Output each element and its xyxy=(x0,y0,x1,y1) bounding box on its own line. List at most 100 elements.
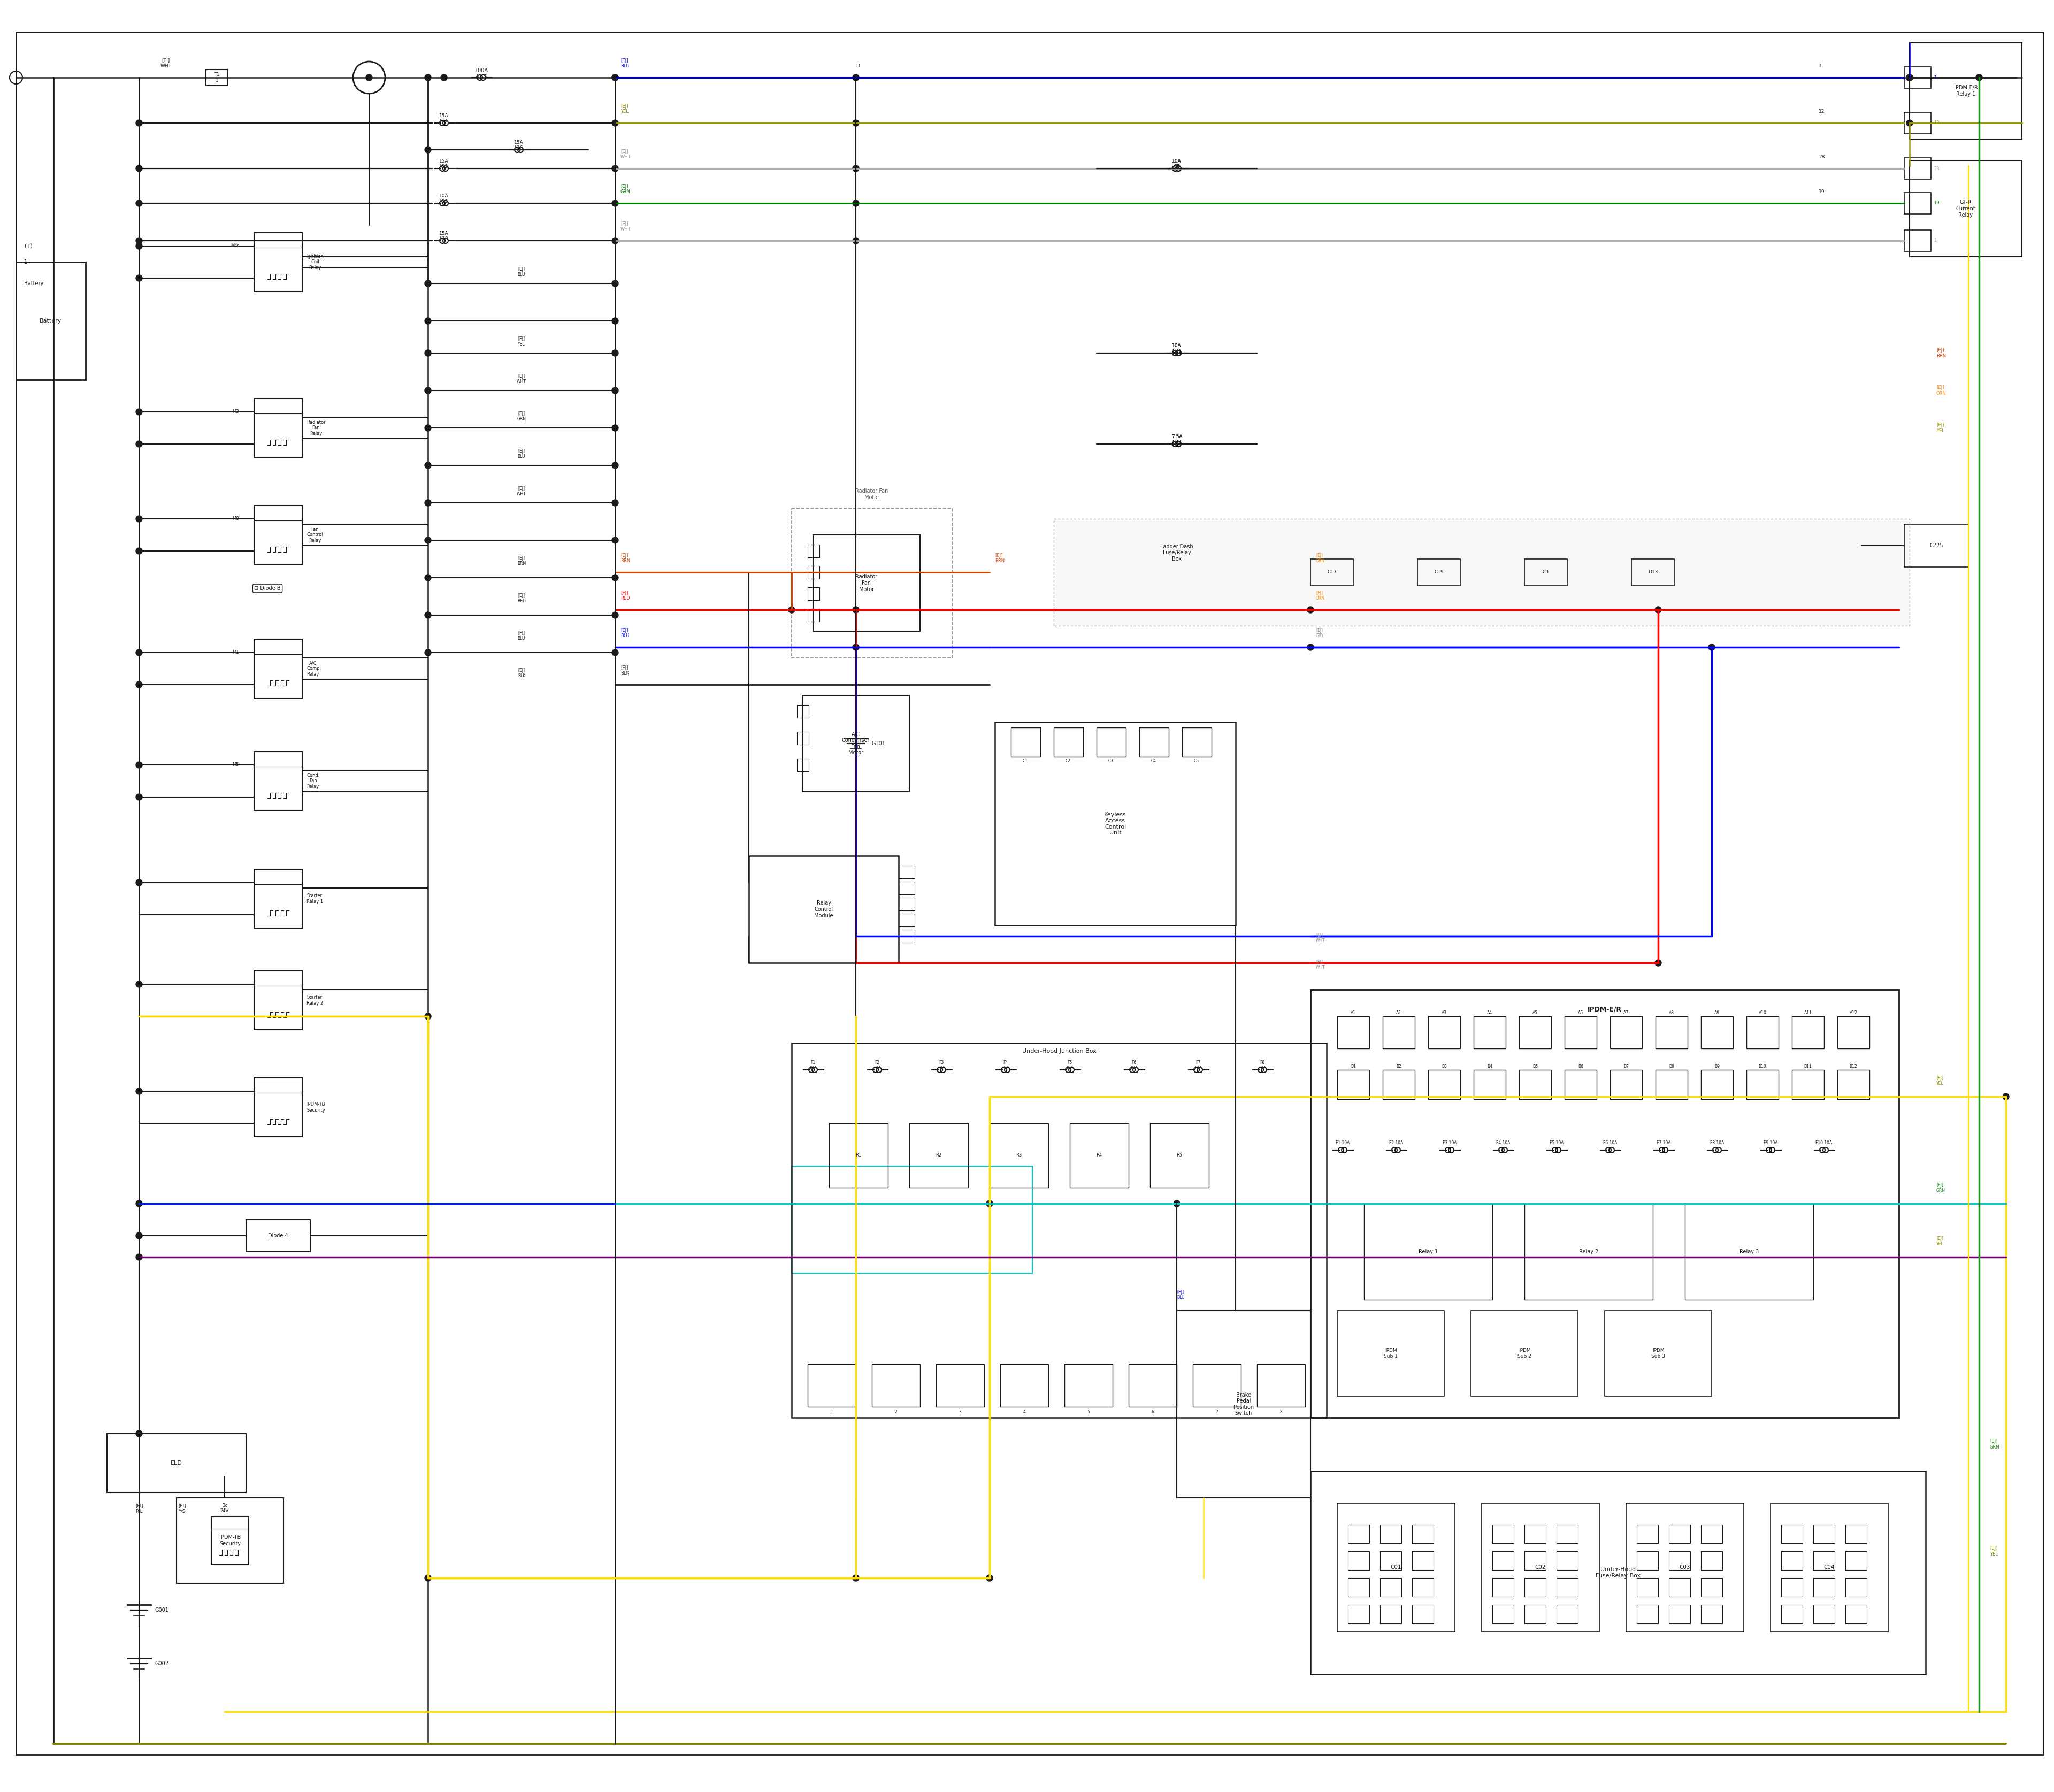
Bar xyxy=(1746,1016,1779,1048)
Text: (+): (+) xyxy=(25,244,33,249)
Bar xyxy=(1310,989,1898,1417)
Bar xyxy=(1701,1016,1734,1048)
Bar xyxy=(1904,525,1968,566)
Circle shape xyxy=(986,1575,992,1581)
Circle shape xyxy=(612,425,618,432)
Text: 15A
A16: 15A A16 xyxy=(514,140,524,151)
Bar xyxy=(1524,1579,1547,1597)
Text: R2: R2 xyxy=(937,1152,941,1158)
Bar xyxy=(1097,728,1126,756)
Text: B1: B1 xyxy=(1352,1064,1356,1068)
Bar xyxy=(1337,1070,1370,1098)
Bar xyxy=(900,914,914,926)
Bar xyxy=(1347,1606,1370,1624)
Bar xyxy=(1781,1525,1803,1543)
Bar xyxy=(1844,1606,1867,1624)
Bar xyxy=(807,545,820,557)
Circle shape xyxy=(425,462,431,468)
Text: [EJ]
BLK: [EJ] BLK xyxy=(518,668,526,679)
Circle shape xyxy=(852,73,859,81)
Circle shape xyxy=(425,538,431,543)
Text: R1: R1 xyxy=(857,1152,861,1158)
Text: F2
10A: F2 10A xyxy=(873,1061,881,1070)
Bar xyxy=(1701,1070,1734,1098)
Bar xyxy=(1382,1016,1415,1048)
Bar xyxy=(177,1498,283,1584)
Circle shape xyxy=(2003,1093,2009,1100)
Text: M3: M3 xyxy=(232,410,238,414)
Text: 100A
A1-5: 100A A1-5 xyxy=(474,68,489,79)
Circle shape xyxy=(1709,643,1715,650)
Circle shape xyxy=(612,575,618,581)
Text: 10A
B21: 10A B21 xyxy=(1173,344,1181,353)
Bar xyxy=(212,1516,249,1564)
Circle shape xyxy=(136,516,142,521)
Bar xyxy=(1604,1310,1711,1396)
Text: [EJ]
BRN: [EJ] BRN xyxy=(1937,348,1945,358)
Circle shape xyxy=(136,201,142,206)
Text: [EI]
WHT: [EI] WHT xyxy=(160,57,170,68)
Bar xyxy=(1844,1552,1867,1570)
Circle shape xyxy=(1656,961,1662,966)
Text: 19: 19 xyxy=(1818,190,1824,194)
Bar xyxy=(807,609,820,622)
Bar xyxy=(1814,1552,1834,1570)
Text: M1: M1 xyxy=(232,650,238,656)
Text: Ladder-Dash
Fuse/Relay
Box: Ladder-Dash Fuse/Relay Box xyxy=(1161,545,1193,561)
Text: ⊟ Diode B: ⊟ Diode B xyxy=(255,586,281,591)
Text: G001: G001 xyxy=(156,1607,168,1613)
Circle shape xyxy=(425,147,431,152)
Text: [EJ]
BRN: [EJ] BRN xyxy=(620,554,631,563)
Text: Relay 1: Relay 1 xyxy=(1419,1249,1438,1254)
Text: 15A
A21: 15A A21 xyxy=(440,113,448,124)
Text: F8 10A: F8 10A xyxy=(1711,1140,1723,1145)
Circle shape xyxy=(1173,1201,1179,1206)
Bar xyxy=(1904,158,1931,179)
Circle shape xyxy=(1656,607,1662,613)
Bar xyxy=(1337,1016,1370,1048)
Text: 10A
B2: 10A B2 xyxy=(1173,159,1181,168)
Circle shape xyxy=(852,201,859,206)
Text: IPDM-E/R: IPDM-E/R xyxy=(1588,1005,1623,1012)
Text: 1: 1 xyxy=(830,1410,834,1414)
Bar xyxy=(750,857,900,962)
Bar xyxy=(255,640,302,699)
Text: IPDM-TB
Security: IPDM-TB Security xyxy=(220,1534,240,1546)
Circle shape xyxy=(612,387,618,394)
Bar xyxy=(1347,1579,1370,1597)
Text: 7.5A
B22: 7.5A B22 xyxy=(1171,434,1183,444)
Text: 3: 3 xyxy=(959,1410,961,1414)
Text: Radiator
Fan
Relay: Radiator Fan Relay xyxy=(306,419,325,435)
Text: [EJ]
GRN: [EJ] GRN xyxy=(518,410,526,421)
Bar xyxy=(900,898,914,910)
Text: F3
10A: F3 10A xyxy=(937,1061,945,1070)
Bar xyxy=(1471,1310,1577,1396)
Bar xyxy=(205,70,228,86)
Text: A1: A1 xyxy=(1352,1011,1356,1016)
Text: Fan
Control
Relay: Fan Control Relay xyxy=(306,527,322,543)
Text: Battery: Battery xyxy=(39,319,62,324)
Text: C9: C9 xyxy=(1543,570,1549,575)
Text: [EI]
Y/S: [EI] Y/S xyxy=(179,1503,185,1514)
Text: D: D xyxy=(857,65,859,68)
Text: 10A
A23: 10A A23 xyxy=(440,194,448,204)
Text: Battery: Battery xyxy=(25,281,43,287)
Bar xyxy=(1814,1579,1834,1597)
Text: [EJ]
BLU: [EJ] BLU xyxy=(1177,1290,1185,1299)
Bar xyxy=(1413,1579,1434,1597)
Bar xyxy=(1771,1503,1888,1631)
Bar xyxy=(1054,728,1082,756)
Bar xyxy=(1337,1503,1454,1631)
Bar xyxy=(1637,1579,1658,1597)
Bar xyxy=(246,1220,310,1253)
Text: A6: A6 xyxy=(1577,1011,1584,1016)
Text: 15A
A18: 15A A18 xyxy=(440,231,448,242)
Circle shape xyxy=(852,120,859,125)
Circle shape xyxy=(136,880,142,885)
Circle shape xyxy=(366,73,372,81)
Circle shape xyxy=(136,794,142,801)
Circle shape xyxy=(612,238,618,244)
Bar xyxy=(1684,1204,1814,1299)
Text: F4 10A: F4 10A xyxy=(1495,1140,1510,1145)
Text: 1: 1 xyxy=(1818,65,1822,68)
